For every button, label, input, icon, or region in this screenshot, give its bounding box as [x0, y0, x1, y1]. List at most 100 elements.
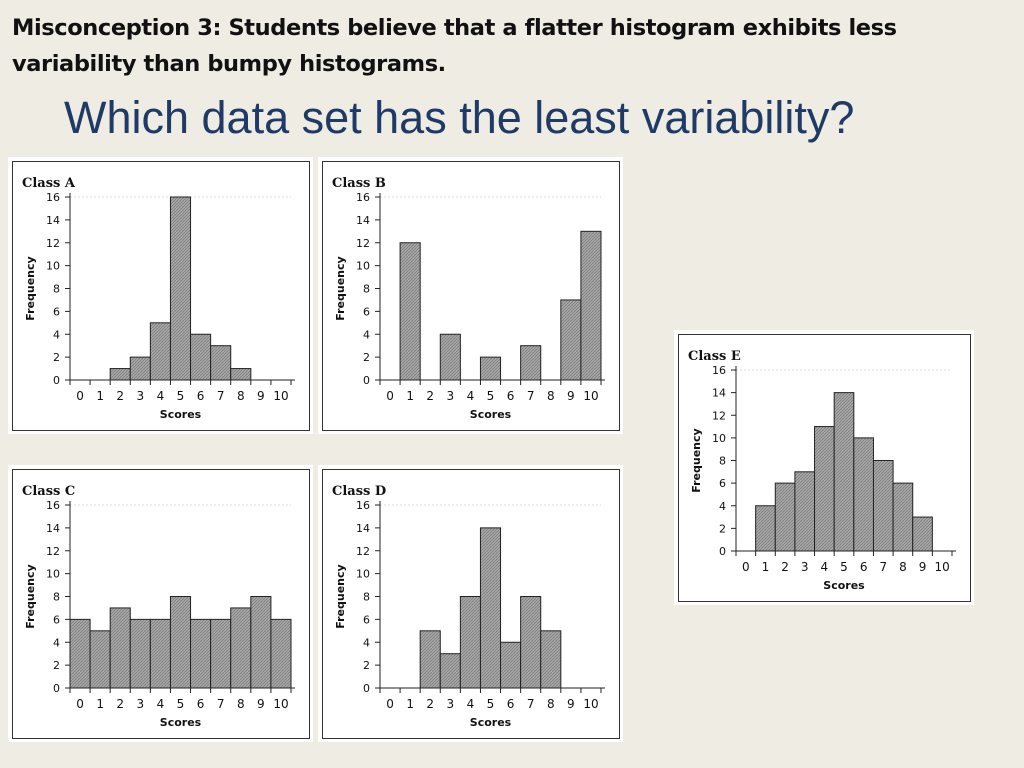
x-tick-label: 2: [116, 389, 124, 403]
histogram-bar: [479, 356, 502, 381]
x-tick-label: 0: [386, 697, 394, 711]
x-tick-label: 2: [426, 697, 434, 711]
x-tick-label: 4: [157, 697, 165, 711]
chart-frame: [322, 469, 620, 739]
y-tick-label: 0: [53, 682, 60, 695]
histogram-bar: [190, 333, 212, 381]
y-tick-label: 14: [356, 214, 370, 227]
histogram-bar: [439, 333, 461, 381]
y-tick-label: 0: [363, 682, 370, 695]
y-tick-label: 2: [363, 351, 370, 364]
histogram-bar: [89, 630, 111, 689]
x-tick-label: 1: [406, 389, 414, 403]
histogram-bar: [250, 596, 272, 689]
y-tick-label: 2: [53, 351, 60, 364]
y-tick-label: 12: [712, 409, 726, 422]
histogram-panel-class-a: Class A 0 2 4 6 8 10 12 14 16 0 1 2 3 4 5 6 7 8 9 10 Scores Fr…: [8, 157, 313, 434]
y-tick-label: 4: [363, 636, 370, 649]
x-tick-label: 7: [527, 389, 535, 403]
x-tick-label: 8: [237, 389, 245, 403]
x-tick-label: 0: [76, 697, 84, 711]
x-tick-label: 4: [821, 560, 829, 574]
histogram-bar: [479, 527, 502, 689]
x-axis-label: Scores: [470, 408, 512, 421]
y-tick-label: 14: [46, 522, 60, 535]
x-tick-label: 7: [527, 697, 535, 711]
chart-title: Class C: [22, 484, 75, 499]
y-tick-label: 12: [356, 545, 370, 558]
histogram-bar: [69, 618, 91, 689]
x-tick-label: 5: [177, 697, 185, 711]
x-tick-label: 9: [257, 697, 265, 711]
y-tick-label: 14: [356, 522, 370, 535]
x-tick-label: 10: [583, 697, 598, 711]
x-tick-label: 4: [467, 389, 475, 403]
chart-frame: [678, 334, 971, 602]
histogram-bar: [500, 641, 522, 689]
x-tick-label: 8: [547, 697, 555, 711]
x-tick-label: 1: [762, 560, 770, 574]
histogram-bar: [169, 196, 192, 381]
histogram-bar: [580, 230, 602, 381]
histogram-bar: [520, 345, 542, 381]
x-tick-label: 2: [426, 389, 434, 403]
y-tick-label: 12: [46, 545, 60, 558]
y-axis-label: Frequency: [24, 256, 37, 320]
x-tick-label: 10: [583, 389, 598, 403]
y-tick-label: 8: [719, 455, 726, 468]
y-tick-label: 4: [53, 328, 60, 341]
histogram-panel-class-d: Class D 0 2 4 6 8 10 12 14 16 0 1 2 3 4 5 6 7 8 9 10 Scores Fr…: [318, 465, 623, 742]
histogram-bar: [230, 368, 252, 381]
histogram-bar: [520, 596, 542, 689]
x-tick-label: 2: [781, 560, 789, 574]
histogram-bar: [459, 596, 481, 689]
histogram-bar: [129, 356, 151, 381]
x-tick-label: 9: [567, 697, 575, 711]
x-tick-label: 9: [257, 389, 265, 403]
y-tick-label: 2: [363, 659, 370, 672]
histogram-bar: [774, 482, 796, 552]
y-tick-label: 14: [712, 387, 726, 400]
histogram-bar: [755, 505, 776, 552]
histogram-bar: [814, 426, 835, 552]
question-title: Which data set has the least variability…: [64, 92, 855, 143]
y-axis-label: Frequency: [334, 256, 347, 320]
histogram-bar: [892, 482, 914, 552]
y-tick-label: 6: [719, 477, 726, 490]
y-tick-label: 6: [363, 305, 370, 318]
histogram-bar: [833, 392, 855, 552]
histogram-bar: [419, 630, 441, 689]
y-tick-label: 0: [363, 374, 370, 387]
histogram-bar: [109, 607, 131, 689]
x-tick-label: 4: [157, 389, 165, 403]
chart-frame: [12, 161, 310, 431]
x-tick-label: 10: [273, 389, 288, 403]
x-tick-label: 8: [547, 389, 555, 403]
y-tick-label: 2: [53, 659, 60, 672]
y-tick-label: 4: [363, 328, 370, 341]
histogram-bar: [109, 368, 131, 381]
histogram-bar: [129, 618, 151, 689]
y-axis-label: Frequency: [690, 428, 703, 492]
y-tick-label: 16: [356, 499, 370, 512]
y-tick-label: 16: [712, 364, 726, 377]
histogram-bar: [794, 471, 816, 552]
y-tick-label: 10: [46, 260, 60, 273]
x-tick-label: 3: [136, 389, 144, 403]
y-tick-label: 2: [719, 522, 726, 535]
x-tick-label: 10: [935, 560, 950, 574]
x-tick-label: 0: [742, 560, 750, 574]
histogram-bar: [169, 596, 192, 689]
histogram-bar: [210, 345, 232, 381]
y-tick-label: 6: [363, 613, 370, 626]
y-tick-label: 16: [46, 191, 60, 204]
x-tick-label: 5: [487, 389, 495, 403]
x-axis-label: Scores: [823, 579, 865, 592]
x-tick-label: 3: [446, 697, 454, 711]
y-tick-label: 10: [712, 432, 726, 445]
y-tick-label: 12: [356, 237, 370, 250]
x-tick-label: 1: [96, 697, 104, 711]
x-tick-label: 10: [273, 697, 288, 711]
